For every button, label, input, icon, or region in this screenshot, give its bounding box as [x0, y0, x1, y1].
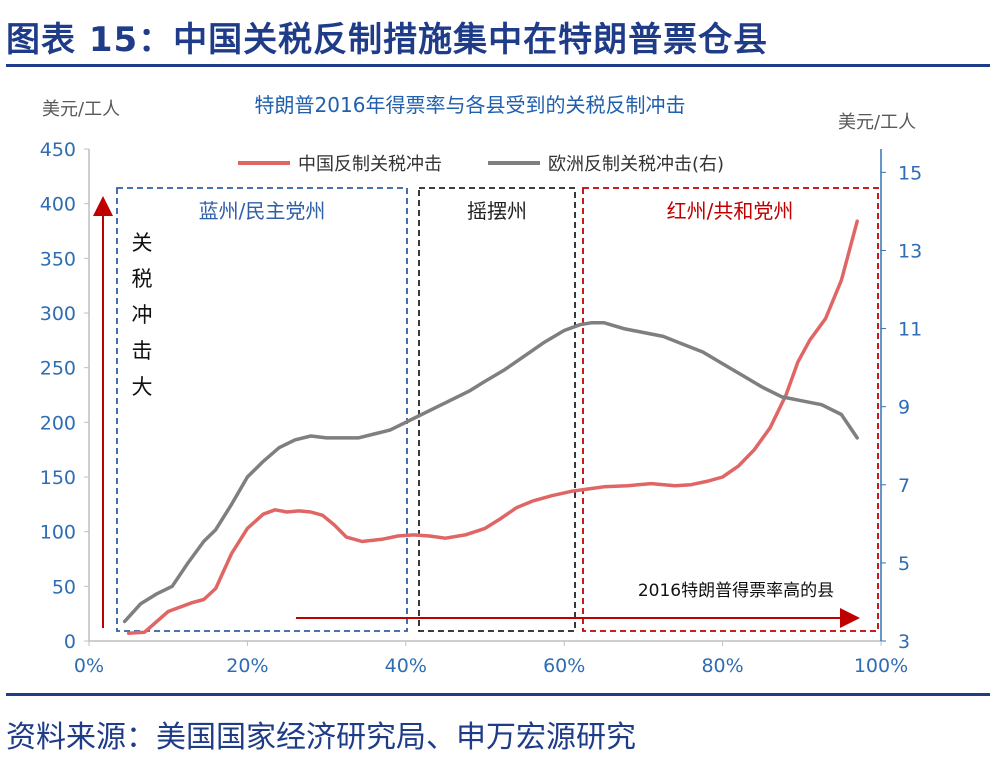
x-tick-label: 80% — [701, 655, 743, 677]
left-tick-label: 450 — [40, 139, 76, 161]
left-tick-label: 300 — [40, 303, 76, 325]
left-tick-label: 150 — [40, 467, 76, 489]
right-tick-label: 3 — [898, 631, 910, 653]
x-tick-label: 20% — [226, 655, 268, 677]
red-region-label: 红州/共和党州 — [667, 199, 794, 223]
series-line-eu — [122, 320, 859, 624]
series-line-china — [126, 219, 859, 636]
title-divider — [6, 64, 990, 67]
red-states-region — [582, 187, 879, 632]
legend-label-china: 中国反制关税冲击 — [298, 154, 442, 175]
x-tick-label: 100% — [854, 655, 908, 677]
x-tick-label: 0% — [74, 655, 104, 677]
right-axis-unit: 美元/工人 — [838, 112, 916, 133]
left-tick-label: 200 — [40, 412, 76, 434]
horizontal-arrow-label: 2016特朗普得票率高的县 — [638, 581, 834, 601]
right-tick-label: 15 — [898, 162, 922, 184]
vertical-label-char: 关 — [132, 231, 153, 255]
blue-states-region — [116, 187, 408, 632]
vertical-label-char: 冲 — [132, 303, 153, 327]
right-tick-label: 9 — [898, 397, 910, 419]
left-tick-label: 350 — [40, 248, 76, 270]
left-tick-label: 100 — [40, 522, 76, 544]
swing-region-label: 摇摆州 — [467, 199, 527, 223]
source-note: 资料来源：美国国家经济研究局、申万宏源研究 — [6, 720, 636, 755]
left-tick-label: 250 — [40, 358, 76, 380]
left-tick-label: 50 — [52, 576, 76, 598]
vertical-label-char: 大 — [132, 375, 153, 399]
swing-states-region — [418, 187, 576, 632]
blue-region-label: 蓝州/民主党州 — [199, 199, 326, 223]
right-tick-label: 11 — [898, 319, 922, 341]
vertical-label-char: 税 — [132, 267, 153, 291]
left-axis-unit: 美元/工人 — [42, 99, 120, 120]
legend-label-eu: 欧洲反制关税冲击(右) — [548, 154, 724, 175]
left-tick-label: 400 — [40, 194, 76, 216]
vertical-label-char: 击 — [132, 339, 153, 363]
footer-divider — [6, 693, 990, 696]
right-tick-label: 5 — [898, 553, 910, 575]
left-tick-label: 0 — [64, 631, 76, 653]
page-title: 图表 15：中国关税反制措施集中在特朗普票仓县 — [6, 20, 769, 60]
right-tick-label: 7 — [898, 475, 910, 497]
x-tick-label: 60% — [543, 655, 585, 677]
right-tick-label: 13 — [898, 240, 922, 262]
chart-title: 特朗普2016年得票率与各县受到的关税反制冲击 — [255, 93, 686, 117]
x-tick-label: 40% — [385, 655, 427, 677]
